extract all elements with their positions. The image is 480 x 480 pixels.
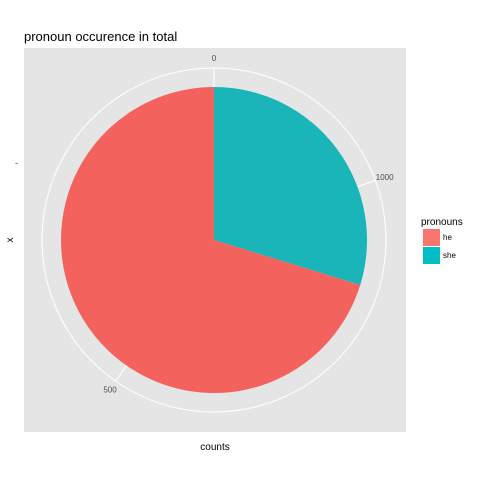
legend-label-she: she <box>443 251 456 260</box>
y-axis-title: x <box>5 238 16 243</box>
radial-tick-label-1000: 1000 <box>376 173 394 182</box>
y-tick-label: - <box>15 158 18 168</box>
radial-tick-labels: 0 500 1000 <box>103 54 394 394</box>
x-axis-title: counts <box>200 442 229 453</box>
radial-tick-label-0: 0 <box>212 54 217 63</box>
legend-title: pronouns <box>421 217 463 228</box>
legend-key-he <box>423 229 440 246</box>
chart-title: pronoun occurence in total <box>24 29 177 44</box>
pie-slice-he <box>61 87 361 393</box>
legend: pronouns he she <box>421 217 463 264</box>
radial-tick-label-500: 500 <box>103 385 117 394</box>
pie-slice-she <box>214 87 368 286</box>
pie-slices <box>61 87 368 393</box>
legend-key-she <box>423 247 440 264</box>
legend-label-he: he <box>443 233 452 242</box>
